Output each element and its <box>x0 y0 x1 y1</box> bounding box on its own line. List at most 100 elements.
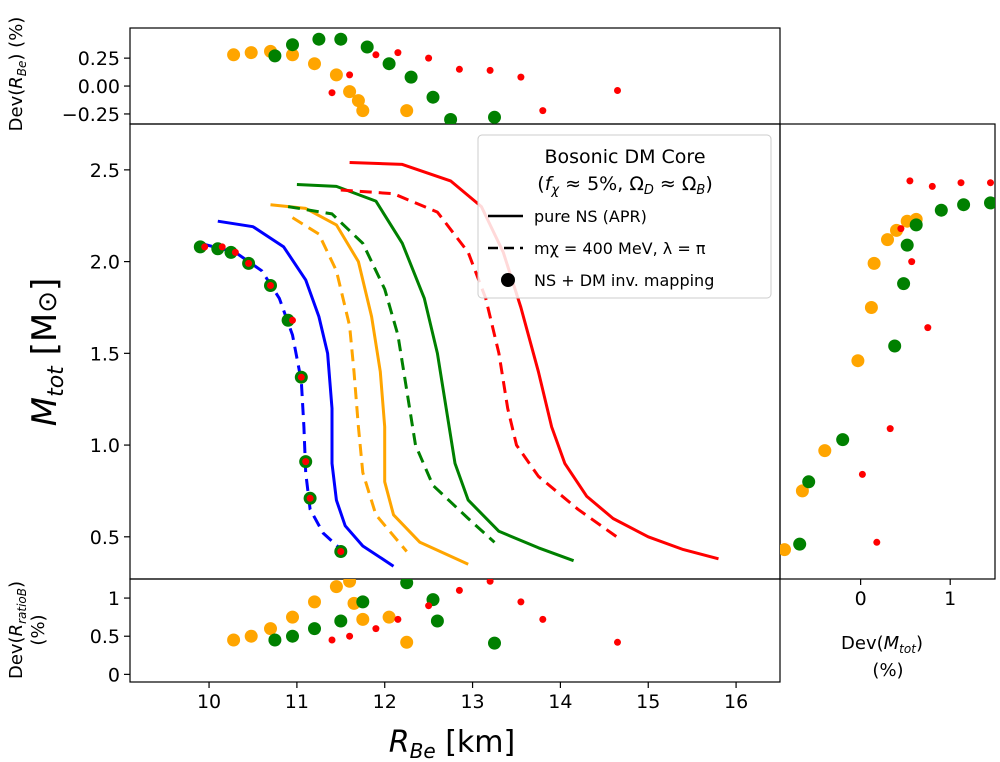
y-tick-label: 2.0 <box>90 252 120 274</box>
bottom-point-orange <box>382 610 396 624</box>
right-point-orange <box>818 444 832 458</box>
curve-orange-dashed <box>291 216 408 553</box>
right-point-green <box>934 203 948 217</box>
y-axis-label: Mtot [M⊙] <box>25 278 69 427</box>
curve-red-dashed <box>340 188 623 542</box>
right-point-red <box>897 225 905 233</box>
bottom-point-orange <box>356 612 370 626</box>
top-point-red <box>539 107 547 115</box>
right-point-green <box>802 475 816 489</box>
bottom-y-tick-label: 0.5 <box>90 626 120 648</box>
x-axis-label: RBe [km] <box>389 725 515 762</box>
right-point-red <box>957 179 965 187</box>
top-y-tick-label: 0.25 <box>78 48 120 70</box>
x-tick-label: 16 <box>724 691 748 713</box>
bottom-point-green <box>334 614 348 628</box>
bottom-point-orange <box>329 580 343 594</box>
mapping-point-red <box>289 316 296 324</box>
curve-red-solid <box>349 161 719 561</box>
top-point-red <box>425 54 433 62</box>
top-panel-points <box>227 32 621 124</box>
top-point-orange <box>343 85 357 99</box>
mapping-point-red <box>297 373 305 381</box>
right-point-green <box>793 537 807 551</box>
top-point-red <box>346 71 354 79</box>
x-tick-label: 13 <box>460 691 484 713</box>
legend-entry-mapping: NS + DM inv. mapping <box>534 271 714 290</box>
top-point-orange <box>329 68 343 82</box>
bottom-panel-frame <box>129 578 781 683</box>
right-point-orange <box>881 233 894 247</box>
top-point-red <box>517 73 525 81</box>
x-tick-label: 10 <box>197 691 221 713</box>
right-point-green <box>909 218 923 232</box>
top-point-green <box>334 32 348 46</box>
top-panel-y-label: Dev(RBe) (%) <box>6 17 29 132</box>
right-panel-points <box>780 177 995 557</box>
top-point-red <box>486 66 494 74</box>
bottom-point-red <box>328 636 336 644</box>
right-panel-frame <box>779 123 996 580</box>
mapping-point-red <box>218 243 226 251</box>
bottom-point-red <box>455 586 463 594</box>
bottom-point-orange <box>227 633 241 647</box>
scatter-points-layer <box>193 32 995 650</box>
right-point-green <box>984 196 995 210</box>
top-point-orange <box>351 94 365 108</box>
curve-green-solid <box>296 183 575 563</box>
top-point-green <box>382 57 396 71</box>
bottom-point-red <box>394 615 402 623</box>
right-point-orange <box>864 301 878 314</box>
x-tick-label: 15 <box>636 691 660 713</box>
bottom-point-red <box>517 598 525 606</box>
y-tick-label: 1.0 <box>90 435 120 457</box>
top-point-green <box>444 113 458 124</box>
right-point-red <box>886 425 894 433</box>
right-point-orange <box>780 543 791 557</box>
bottom-point-green <box>286 629 299 643</box>
legend-box <box>477 134 772 299</box>
right-point-green <box>888 339 902 353</box>
top-point-green <box>268 49 282 63</box>
right-point-red <box>906 177 914 185</box>
bottom-point-green <box>488 636 501 650</box>
bottom-point-orange <box>286 610 299 624</box>
top-point-red <box>394 49 402 57</box>
curve-blue-solid <box>217 219 395 568</box>
right-point-orange <box>795 484 809 498</box>
right-x-tick-label: 0 <box>855 588 867 610</box>
y-tick-label: 2.5 <box>90 160 120 182</box>
right-x-tick-label: 1 <box>944 588 956 610</box>
right-point-green <box>957 198 971 212</box>
top-point-green <box>312 32 326 46</box>
bottom-panel-y-label: Dev(RratioB) <box>6 581 29 679</box>
bottom-point-red <box>539 615 547 623</box>
bottom-y-tick-label: 0 <box>108 664 120 686</box>
bottom-point-green <box>400 579 414 590</box>
mapping-point-red <box>337 548 345 555</box>
top-point-orange <box>400 104 414 118</box>
right-point-red <box>987 179 994 187</box>
right-panel-x-label: Dev(Mtot) <box>841 633 923 656</box>
right-point-green <box>836 433 850 447</box>
bottom-point-orange <box>308 595 321 609</box>
bottom-panel-y-label-unit: (%) <box>28 614 49 645</box>
y-tick-label: 1.5 <box>90 343 120 365</box>
right-point-orange <box>851 354 865 368</box>
legend: Bosonic DM Core (fχ ≈ 5%, ΩD ≈ ΩB) pure … <box>477 134 772 299</box>
top-point-orange <box>286 48 299 62</box>
bottom-point-orange <box>400 635 414 649</box>
mapping-point-red <box>267 282 274 289</box>
right-point-red <box>908 258 916 266</box>
bottom-point-red <box>614 638 621 646</box>
bottom-point-red <box>486 579 494 585</box>
top-point-red <box>614 87 621 94</box>
top-point-green <box>426 90 440 104</box>
bottom-y-tick-label: 1 <box>108 588 120 610</box>
legend-title: Bosonic DM Core <box>544 146 705 168</box>
right-point-orange <box>867 256 881 270</box>
bottom-point-red <box>372 625 380 633</box>
x-tick-label: 14 <box>548 691 572 713</box>
right-panel-x-label-unit: (%) <box>872 660 903 681</box>
